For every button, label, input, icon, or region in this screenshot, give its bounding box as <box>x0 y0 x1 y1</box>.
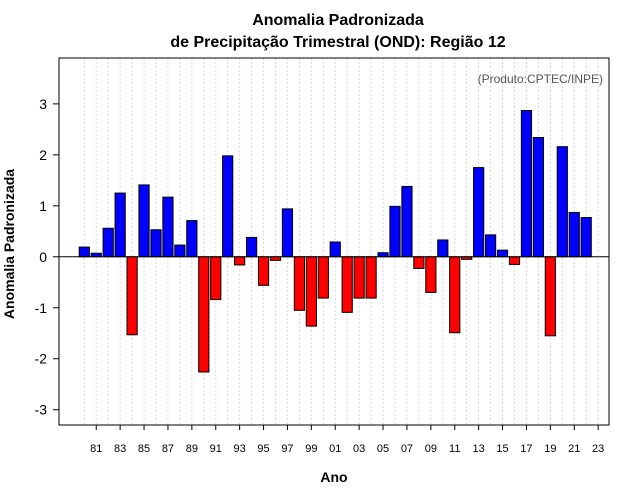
x-tick-label: 87 <box>162 443 174 455</box>
chart-title-line2: de Precipitação Trimestral (OND): Região… <box>170 34 505 51</box>
bar-2017 <box>520 110 533 258</box>
x-tick-label: 01 <box>329 443 341 455</box>
bar-2019 <box>544 256 556 337</box>
bar-2013 <box>473 167 485 258</box>
x-tick-label: 95 <box>257 443 269 455</box>
bar-1980 <box>78 246 90 258</box>
bar-2001 <box>329 241 341 258</box>
bar-1983 <box>114 192 126 258</box>
x-tick-label: 07 <box>401 443 413 455</box>
y-tick-label: 1 <box>39 198 47 214</box>
bar-2014 <box>485 234 497 258</box>
vertical-gridlines <box>83 58 599 425</box>
x-tick-label: 97 <box>281 443 293 455</box>
x-tick-label: 19 <box>544 443 556 455</box>
bar-1984 <box>126 256 138 336</box>
x-tick-label: 81 <box>90 443 102 455</box>
x-tick-label: 83 <box>114 443 126 455</box>
bar-2016 <box>508 256 521 265</box>
bar-1991 <box>210 256 222 301</box>
x-tick-label: 89 <box>186 443 198 455</box>
bar-1986 <box>150 229 162 258</box>
bar-2008 <box>413 256 425 270</box>
bar-2021 <box>568 211 580 258</box>
bar-1999 <box>305 256 317 327</box>
bar-2009 <box>425 256 437 293</box>
bar-1994 <box>246 236 258 258</box>
y-tick-label: -2 <box>35 351 48 367</box>
bar-2011 <box>449 256 461 334</box>
bar-1987 <box>162 196 174 258</box>
x-axis-title: Ano <box>320 469 347 485</box>
y-axis-title: Anomalia Padronizada <box>1 169 17 319</box>
bar-1981 <box>90 252 102 258</box>
bar-1997 <box>281 208 294 258</box>
bars-group <box>78 110 592 373</box>
x-axis: 81 83 85 87 89 91 93 95 97 99 01 03 05 07 09 11 13 15 17 19… <box>90 425 604 455</box>
bar-2015 <box>496 249 509 258</box>
bar-1998 <box>293 256 305 311</box>
bar-1990 <box>198 256 210 373</box>
bar-2003 <box>353 256 365 299</box>
x-tick-label: 99 <box>305 443 317 455</box>
bar-2006 <box>389 205 401 258</box>
bar-2020 <box>556 146 568 258</box>
bar-1988 <box>174 244 186 258</box>
bar-2002 <box>341 256 353 313</box>
x-tick-label: 13 <box>473 443 485 455</box>
y-tick-label: 3 <box>39 96 47 112</box>
chart-title-line1: Anomalia Padronizada <box>252 12 424 29</box>
x-tick-label: 03 <box>353 443 365 455</box>
x-tick-label: 85 <box>138 443 150 455</box>
bar-1982 <box>102 227 114 258</box>
x-tick-label: 21 <box>568 443 580 455</box>
bar-2018 <box>532 137 544 258</box>
bar-1992 <box>222 155 234 258</box>
bar-1995 <box>257 256 270 286</box>
bar-1989 <box>186 220 198 258</box>
bar-2000 <box>317 256 329 299</box>
x-tick-label: 93 <box>234 443 246 455</box>
y-axis: -3 -2 -1 0 1 2 3 <box>35 96 59 418</box>
x-tick-label: 15 <box>496 443 508 455</box>
plot-frame <box>58 57 610 426</box>
y-tick-label: -3 <box>35 402 48 418</box>
bar-1996 <box>269 256 282 261</box>
bar-1985 <box>138 184 150 258</box>
x-tick-label: 23 <box>592 443 604 455</box>
bar-2007 <box>401 185 413 258</box>
credit-label: (Produto:CPTEC/INPE) <box>478 72 603 86</box>
y-tick-label: 2 <box>39 147 47 163</box>
bar-2010 <box>437 239 449 258</box>
bar-1993 <box>234 256 246 266</box>
bar-2022 <box>580 217 592 258</box>
x-tick-label: 05 <box>377 443 389 455</box>
x-tick-label: 11 <box>449 443 460 455</box>
x-tick-label: 91 <box>210 443 222 455</box>
x-tick-label: 17 <box>520 443 532 455</box>
y-tick-label: -1 <box>35 300 48 316</box>
bar-2004 <box>365 256 377 299</box>
y-tick-label: 0 <box>39 249 47 265</box>
bar-2005 <box>377 252 389 258</box>
x-tick-label: 09 <box>425 443 437 455</box>
